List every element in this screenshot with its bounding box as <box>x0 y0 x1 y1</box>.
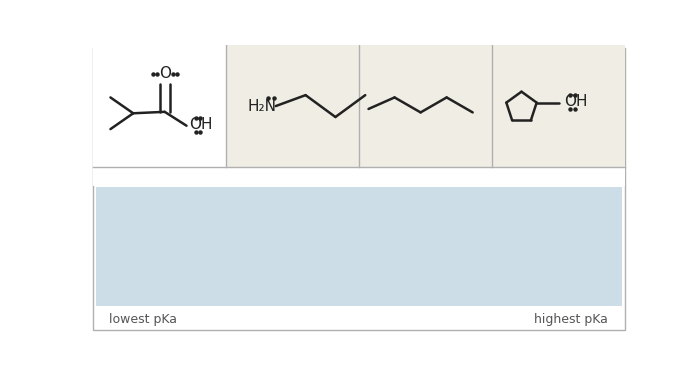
Bar <box>358 45 491 167</box>
Text: OH: OH <box>564 94 587 109</box>
Text: highest pKa: highest pKa <box>534 313 608 327</box>
Text: OH: OH <box>190 117 213 132</box>
Bar <box>96 187 622 306</box>
Bar <box>93 45 226 167</box>
Bar <box>491 45 624 167</box>
Bar <box>226 45 358 167</box>
Text: O: O <box>159 66 171 81</box>
Bar <box>93 167 624 186</box>
Text: H₂N: H₂N <box>248 99 276 114</box>
Text: lowest pKa: lowest pKa <box>109 313 177 327</box>
